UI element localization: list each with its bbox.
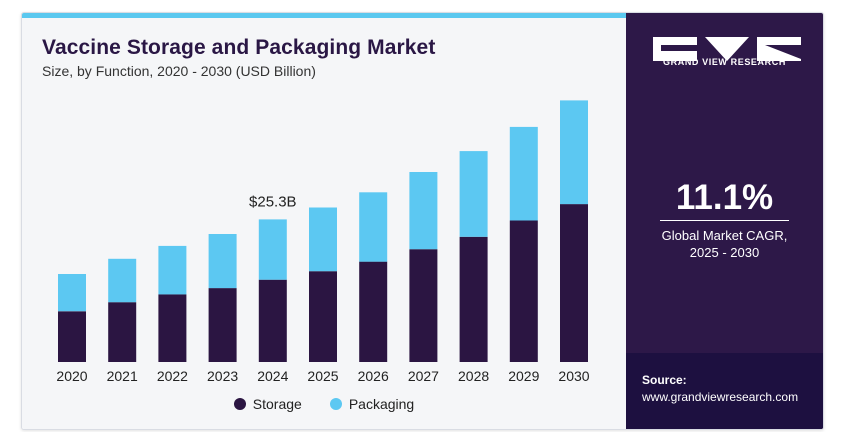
bar-storage-2029 [509, 220, 538, 362]
data-label-2024: $25.3B [249, 193, 297, 210]
x-tick-label-2027: 2027 [408, 368, 439, 384]
legend-label-storage: Storage [252, 396, 302, 412]
x-tick-label-2025: 2025 [307, 368, 338, 384]
bar-packaging-2024 [258, 219, 287, 280]
x-tick-label-2024: 2024 [257, 368, 288, 384]
top-accent-bar [22, 13, 626, 18]
x-tick-label-2029: 2029 [508, 368, 539, 384]
bar-storage-2026 [359, 261, 388, 362]
side-panel: GRAND VIEW RESEARCH 11.1% Global Market … [626, 13, 823, 429]
bar-storage-2020 [58, 311, 86, 362]
infographic-card: Vaccine Storage and Packaging Market Siz… [21, 12, 824, 430]
legend-swatch-storage [233, 398, 246, 410]
chart-panel: Vaccine Storage and Packaging Market Siz… [22, 13, 626, 429]
x-tick-label-2028: 2028 [458, 368, 489, 384]
bar-storage-2030 [560, 204, 588, 362]
bar-chart: 2020 2021 2022 2023 2024 2025 2026 2027 2028 2029… [56, 100, 590, 384]
bar-storage-2022 [158, 294, 187, 362]
cagr-value: 11.1% [675, 178, 774, 217]
bar-packaging-2029 [509, 126, 538, 221]
bar-packaging-2021 [108, 258, 137, 303]
x-tick-label-2026: 2026 [358, 368, 389, 384]
bar-storage-2025 [309, 271, 337, 362]
legend-item-storage: Storage [233, 396, 302, 412]
bar-storage-2028 [459, 236, 488, 362]
bar-storage-2024 [258, 279, 287, 362]
bar-packaging-2023 [208, 234, 237, 289]
bar-packaging-2026 [359, 192, 388, 262]
bar-packaging-2022 [158, 245, 187, 295]
bar-packaging-2025 [309, 207, 337, 272]
cagr-label-line1: Global Market CAGR, [661, 228, 788, 243]
cagr-label-line2: 2025 - 2030 [689, 245, 760, 260]
bar-storage-2021 [108, 302, 137, 362]
legend-label-packaging: Packaging [348, 396, 415, 412]
bar-storage-2027 [409, 249, 438, 362]
x-tick-label-2030: 2030 [558, 368, 589, 384]
x-tick-label-2020: 2020 [56, 368, 87, 384]
brand-name: GRAND VIEW RESEARCH [663, 57, 786, 67]
chart-title: Vaccine Storage and Packaging Market [42, 36, 436, 59]
source-url[interactable]: www.grandviewresearch.com [642, 390, 799, 404]
bar-packaging-2028 [459, 151, 488, 237]
bar-packaging-2027 [409, 172, 438, 250]
bar-packaging-2020 [58, 274, 86, 312]
legend-item-packaging: Packaging [329, 396, 415, 412]
cagr-divider [660, 220, 789, 221]
bar-storage-2023 [208, 288, 237, 362]
x-tick-label-2022: 2022 [157, 368, 188, 384]
bar-packaging-2030 [560, 100, 588, 205]
cagr-label: Global Market CAGR, 2025 - 2030 [626, 227, 823, 261]
chart-subtitle: Size, by Function, 2020 - 2030 (USD Bill… [42, 63, 316, 79]
legend: Storage Packaging [22, 396, 626, 412]
source-box: Source: www.grandviewresearch.com [626, 353, 823, 429]
grand-view-research-logo [653, 37, 801, 61]
x-tick-label-2023: 2023 [207, 368, 238, 384]
x-tick-label-2021: 2021 [107, 368, 138, 384]
legend-swatch-packaging [329, 398, 342, 410]
source-label: Source: [642, 373, 687, 387]
